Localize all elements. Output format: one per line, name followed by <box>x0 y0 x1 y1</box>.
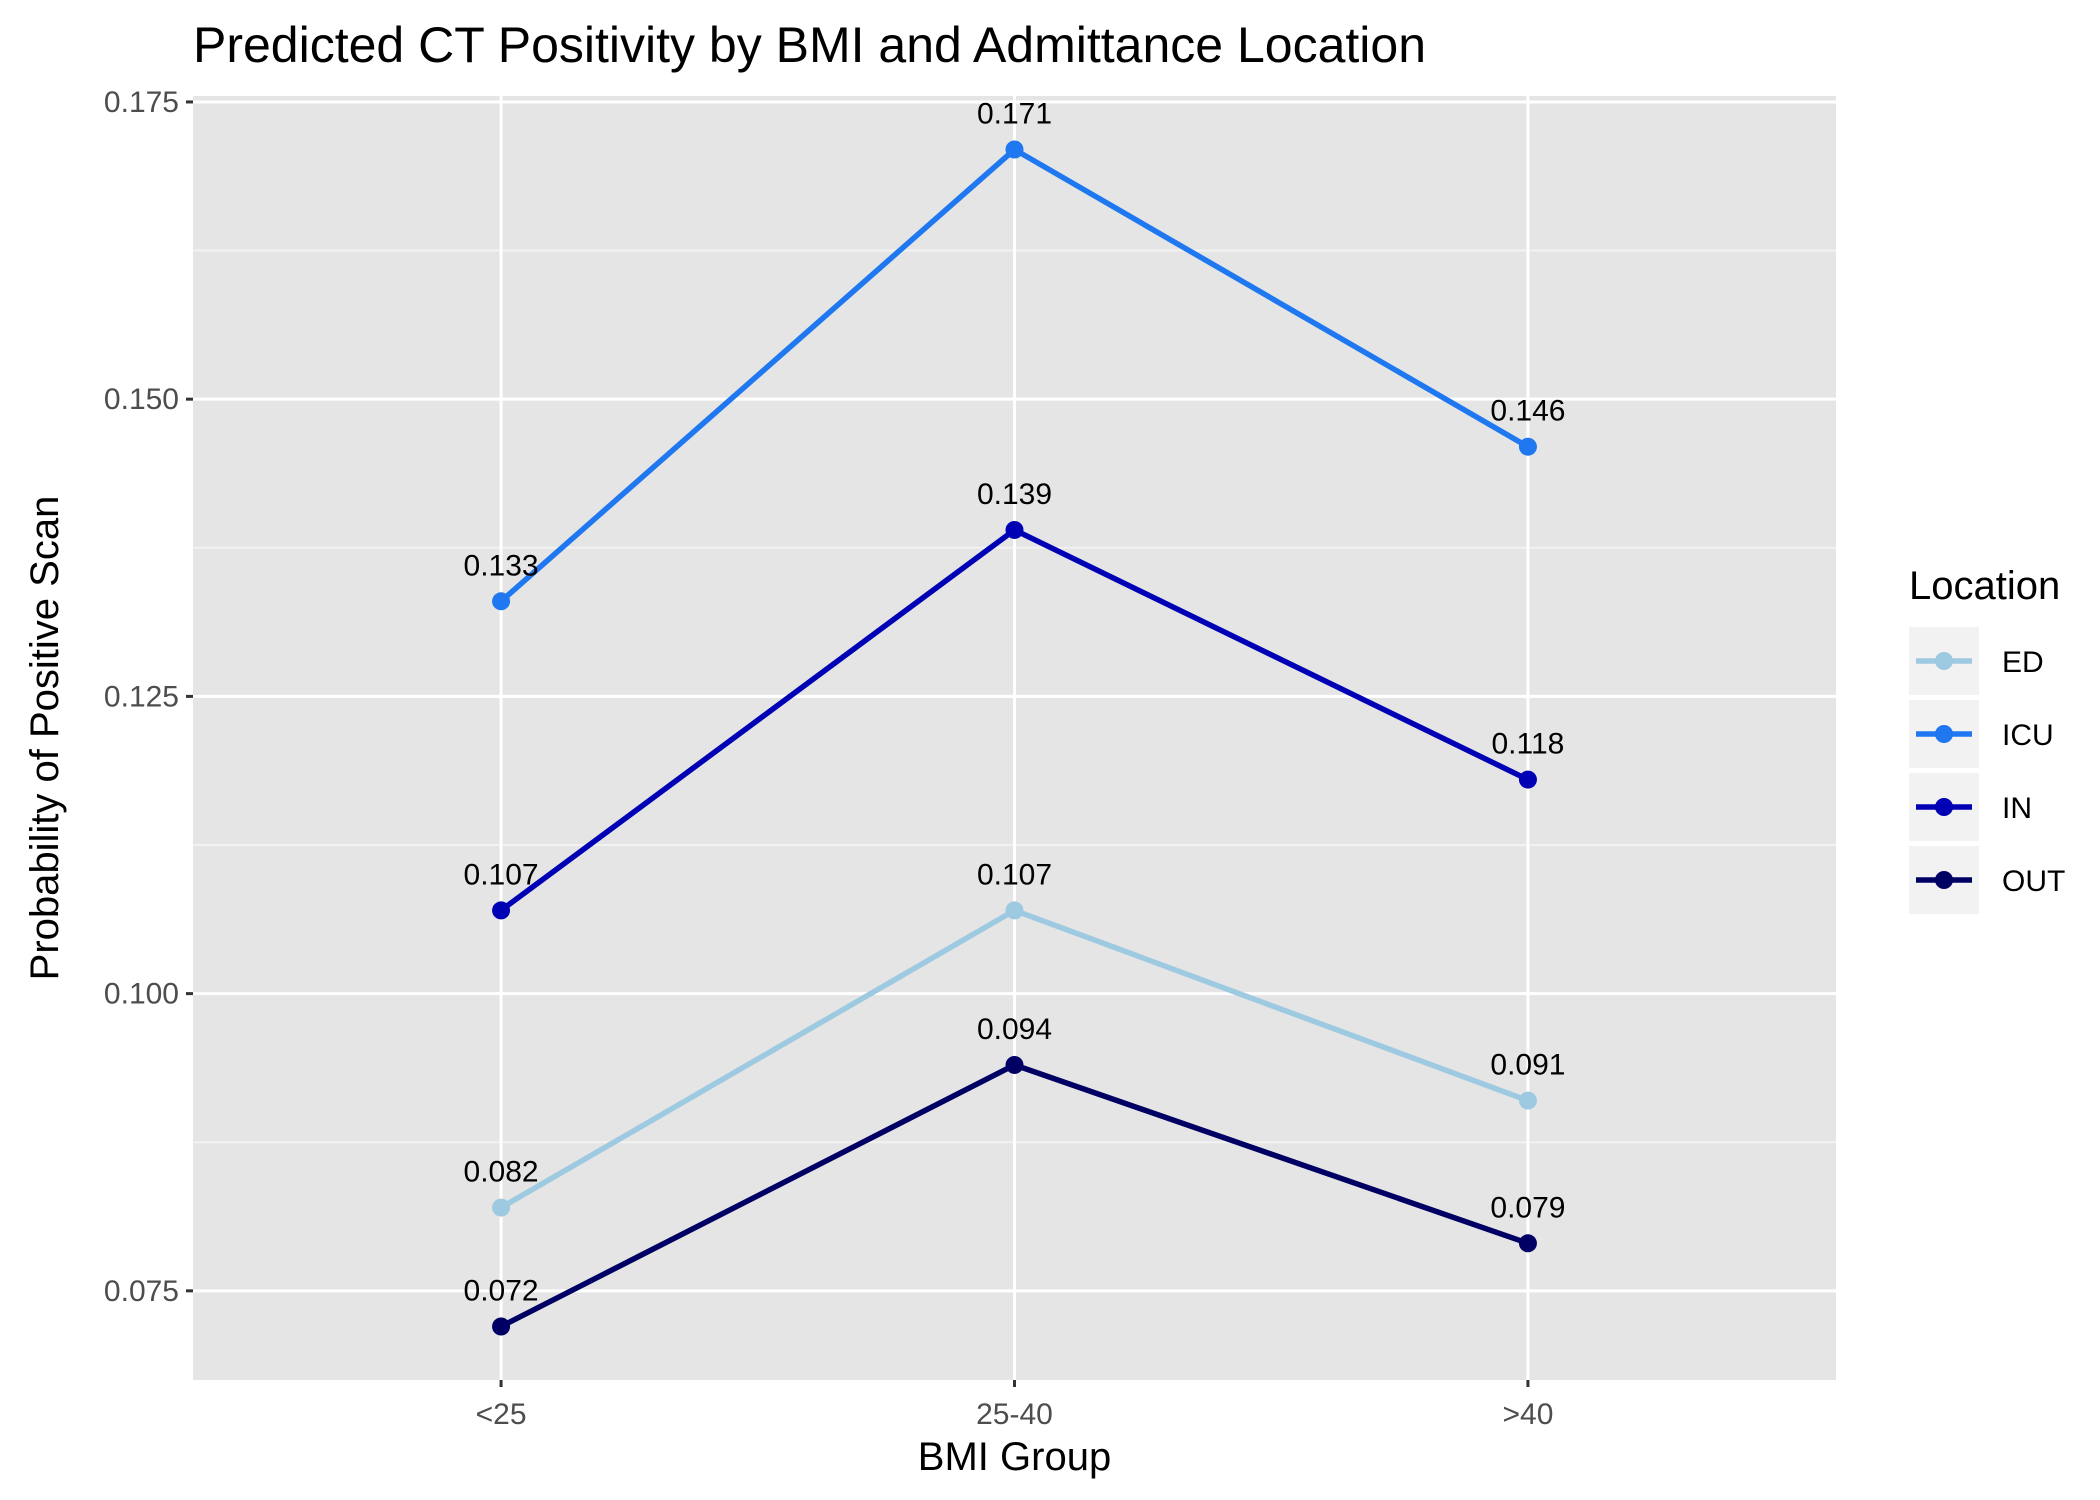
y-tick-label: 0.175 <box>104 86 179 119</box>
legend-point-in <box>1935 798 1953 816</box>
data-point-ed <box>492 1198 511 1217</box>
data-label-out: 0.079 <box>1490 1191 1565 1224</box>
data-point-icu <box>1005 140 1024 159</box>
series-layer <box>492 140 1537 1336</box>
legend-title: Location <box>1909 564 2060 608</box>
data-point-out <box>492 1317 511 1336</box>
legend: Location ED ICU IN OUT <box>1909 564 2065 914</box>
data-label-in: 0.139 <box>977 478 1052 511</box>
major-gridlines <box>193 96 1836 1380</box>
data-point-out <box>1518 1234 1537 1253</box>
data-label-ed: 0.107 <box>977 858 1052 891</box>
legend-label-in: IN <box>2002 792 2032 825</box>
data-label-in: 0.107 <box>464 858 539 891</box>
x-tick-label: 25-40 <box>976 1398 1053 1431</box>
y-tick-label: 0.150 <box>104 383 179 416</box>
data-point-icu <box>492 592 511 611</box>
data-point-in <box>1518 770 1537 789</box>
x-tick-label: >40 <box>1502 1398 1553 1431</box>
data-point-in <box>1005 520 1024 539</box>
legend-point-icu <box>1935 725 1953 743</box>
data-label-in: 0.118 <box>1492 728 1565 761</box>
x-tick-label: <25 <box>476 1398 527 1431</box>
chart-title: Predicted CT Positivity by BMI and Admit… <box>193 17 1426 73</box>
x-axis-title: BMI Group <box>918 1435 1111 1479</box>
legend-label-icu: ICU <box>2002 719 2054 752</box>
y-tick-label: 0.125 <box>104 680 179 713</box>
legend-label-out: OUT <box>2002 865 2065 898</box>
data-label-out: 0.094 <box>977 1013 1052 1046</box>
data-label-out: 0.072 <box>464 1275 539 1308</box>
data-label-icu: 0.133 <box>464 549 539 582</box>
data-point-ed <box>1005 901 1024 920</box>
data-point-out <box>1005 1055 1024 1074</box>
y-axis: 0.075 0.100 0.125 0.150 0.175 <box>104 86 193 1308</box>
data-label-icu: 0.171 <box>977 98 1052 131</box>
legend-point-out <box>1935 871 1953 889</box>
data-point-icu <box>1518 437 1537 456</box>
y-axis-title: Probability of Positive Scan <box>23 496 67 981</box>
legend-point-ed <box>1935 652 1953 670</box>
data-point-in <box>492 901 511 920</box>
data-labels: 0.082 0.107 0.091 0.133 0.171 0.146 0.107 0.139… <box>464 98 1566 1308</box>
data-label-icu: 0.146 <box>1490 395 1565 428</box>
data-label-ed: 0.091 <box>1490 1049 1565 1082</box>
data-point-ed <box>1518 1091 1537 1110</box>
y-tick-label: 0.075 <box>104 1275 179 1308</box>
data-label-ed: 0.082 <box>464 1156 539 1189</box>
legend-label-ed: ED <box>2002 646 2044 679</box>
y-tick-label: 0.100 <box>104 978 179 1011</box>
x-axis: <25 25-40 >40 <box>476 1380 1553 1431</box>
